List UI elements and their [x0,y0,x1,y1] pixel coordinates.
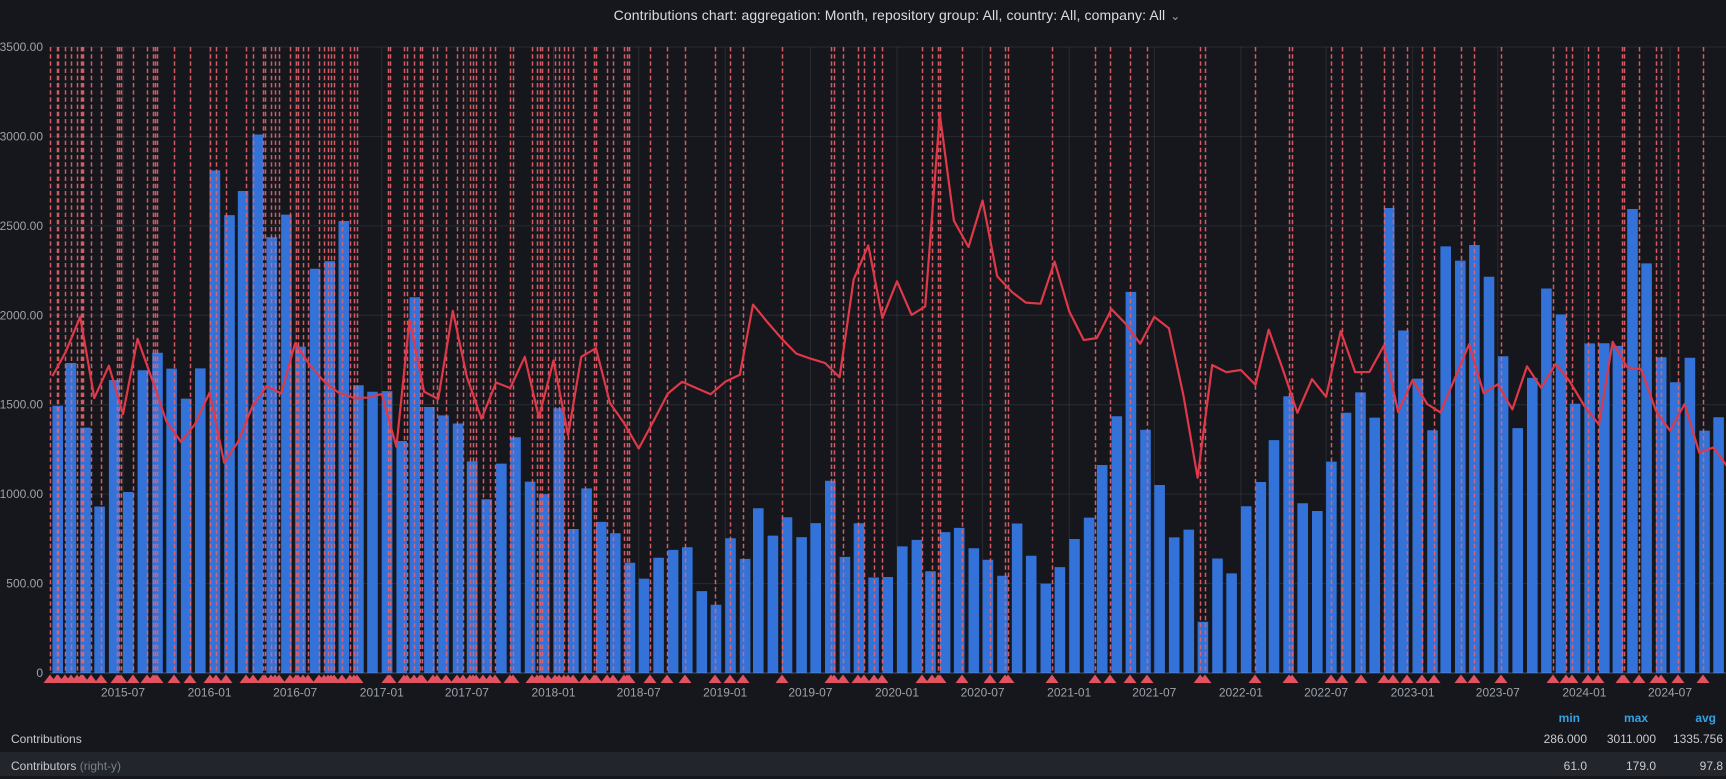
svg-text:2022-01: 2022-01 [1219,686,1263,700]
svg-text:2018-07: 2018-07 [617,686,661,700]
svg-text:2500.00: 2500.00 [0,219,43,233]
svg-text:2024-07: 2024-07 [1648,686,1692,700]
svg-text:2020-07: 2020-07 [961,686,1005,700]
svg-text:2022-07: 2022-07 [1304,686,1348,700]
svg-text:2017-07: 2017-07 [445,686,489,700]
svg-text:3000.00: 3000.00 [0,129,43,143]
svg-text:2016-07: 2016-07 [273,686,317,700]
svg-text:1500.00: 1500.00 [0,398,43,412]
svg-text:2019-07: 2019-07 [788,686,832,700]
svg-text:2021-07: 2021-07 [1132,686,1176,700]
svg-text:2000.00: 2000.00 [0,308,43,322]
svg-text:3500.00: 3500.00 [0,40,43,54]
svg-text:1000.00: 1000.00 [0,487,43,501]
svg-text:0: 0 [36,666,43,680]
svg-text:2021-01: 2021-01 [1047,686,1091,700]
svg-text:2015-07: 2015-07 [101,686,145,700]
svg-text:2024-01: 2024-01 [1562,686,1606,700]
svg-text:2023-01: 2023-01 [1391,686,1435,700]
svg-text:2019-01: 2019-01 [703,686,747,700]
svg-text:2020-01: 2020-01 [875,686,919,700]
svg-text:2018-01: 2018-01 [531,686,575,700]
svg-text:2023-07: 2023-07 [1476,686,1520,700]
svg-text:2016-01: 2016-01 [188,686,232,700]
svg-text:2017-01: 2017-01 [360,686,404,700]
svg-text:500.00: 500.00 [6,577,43,591]
